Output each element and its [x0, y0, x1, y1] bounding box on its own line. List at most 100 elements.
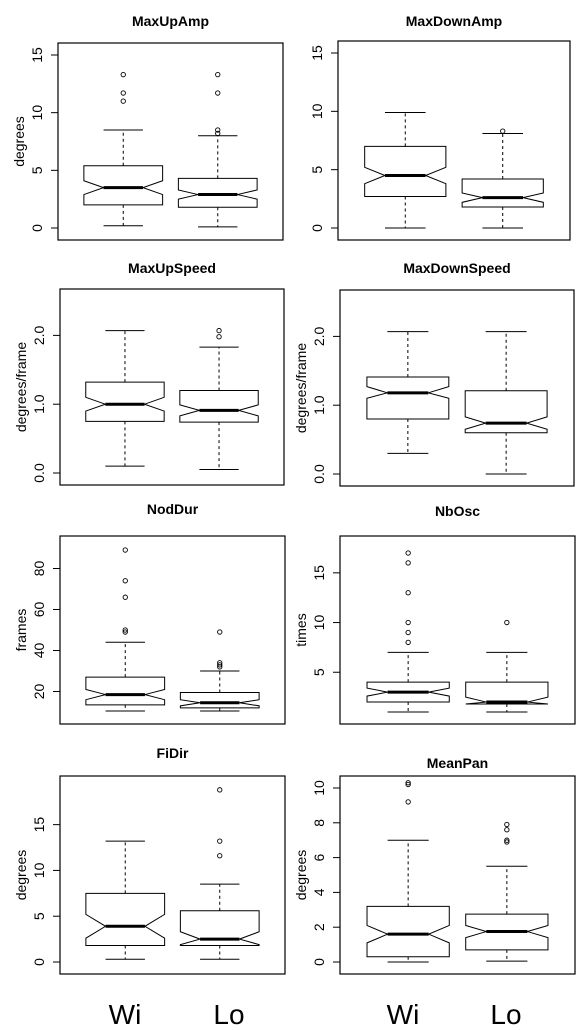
y-tick-label: 5: [311, 668, 327, 676]
panel-maxdownamp: MaxDownAmp 0 5 10 15: [309, 13, 571, 241]
y-tick-label: 0: [31, 958, 47, 966]
panel-title: MaxUpSpeed: [128, 260, 216, 276]
y-tick-label: 0: [29, 224, 45, 232]
notched-box: [366, 376, 450, 420]
panel-title: MeanPan: [427, 755, 488, 771]
box-lo: [464, 331, 548, 475]
notched-box: [179, 389, 259, 423]
y-tick-label: 6: [311, 853, 327, 861]
y-tick-label: 10: [31, 862, 47, 878]
y-axis-label: degrees: [11, 116, 27, 167]
y-tick-label: 0.0: [311, 464, 327, 484]
plot-frame: [59, 775, 286, 975]
outlier-point: [217, 838, 223, 844]
y-tick-label: 1.0: [311, 395, 327, 415]
y-tick-label: 8: [311, 819, 327, 827]
y-tick-label: 15: [29, 47, 45, 63]
y-axis-label: frames: [13, 609, 29, 652]
y-tick-label: 2.0: [311, 326, 327, 346]
y-tick-label: 5: [31, 912, 47, 920]
panel-title: MaxUpAmp: [132, 13, 209, 29]
panel-title: MaxDownSpeed: [403, 260, 510, 276]
outlier-point: [122, 547, 128, 553]
outlier-point: [215, 130, 221, 137]
outlier-point: [216, 334, 222, 340]
notched-box: [465, 681, 549, 705]
group-label-lo: Lo: [490, 999, 521, 1030]
y-tick-label: 5: [309, 166, 325, 174]
outlier-point: [500, 128, 506, 134]
y-axis-label: degrees: [293, 850, 309, 901]
box-lo: [179, 787, 260, 960]
y-tick-label: 2: [311, 923, 327, 931]
y-axis-label: times: [293, 613, 309, 646]
y-tick-label: 15: [309, 45, 325, 61]
group-label-wi: Wi: [387, 999, 420, 1030]
y-tick-label: 0: [309, 224, 325, 232]
plot-frame: [59, 288, 285, 486]
outlier-point: [122, 629, 128, 635]
notched-box: [85, 676, 166, 706]
outlier-point: [217, 853, 223, 859]
y-tick-label: 10: [309, 103, 325, 119]
box-lo: [179, 629, 260, 712]
outlier-point: [122, 578, 128, 584]
box-wi: [85, 330, 165, 467]
box-lo: [461, 128, 544, 229]
y-tick-label: 0.0: [31, 463, 47, 483]
box-wi: [85, 840, 166, 960]
panel-title: FiDir: [157, 745, 189, 761]
y-axis-label: degrees/frame: [13, 342, 29, 432]
notched-box: [179, 692, 260, 709]
outlier-point: [120, 71, 126, 78]
outlier-point: [122, 594, 128, 600]
outlier-point: [405, 550, 411, 556]
notched-box: [85, 381, 165, 422]
panel-title: MaxDownAmp: [406, 13, 502, 29]
outlier-point: [120, 90, 126, 96]
y-tick-label: 60: [31, 602, 47, 618]
panel-maxupamp: MaxUpAmp 0 5 10 15 degrees: [11, 13, 284, 241]
y-tick-label: 15: [311, 565, 327, 581]
panel-title: NodDur: [147, 501, 199, 517]
panel-noddur: NodDur 20 40 60 80 frames: [13, 501, 286, 725]
plot-frame: [339, 289, 575, 487]
outlier-point: [217, 629, 223, 635]
outlier-point: [215, 90, 221, 96]
plot-frame: [337, 40, 571, 241]
outlier-point: [217, 662, 223, 668]
outlier-point: [217, 787, 223, 793]
outlier-point: [405, 590, 411, 596]
notched-box: [177, 177, 258, 208]
y-tick-label: 4: [311, 888, 327, 896]
y-tick-label: 80: [31, 561, 47, 577]
y-axis-label: degrees: [13, 850, 29, 901]
outlier-point: [504, 821, 510, 828]
notched-box: [179, 910, 260, 947]
y-tick-label: 10: [29, 105, 45, 121]
outlier-point: [405, 799, 411, 805]
plot-frame: [339, 775, 576, 975]
outlier-point: [405, 639, 411, 646]
y-tick-label: 0: [311, 958, 327, 966]
panel-fidir: FiDir 0 5 10 15 degrees: [13, 745, 286, 975]
box-wi: [366, 550, 450, 713]
box-lo: [465, 821, 549, 962]
plot-frame: [59, 535, 286, 725]
y-tick-label: 2.0: [31, 325, 47, 345]
outlier-point: [215, 71, 221, 78]
box-wi: [83, 71, 164, 227]
outlier-point: [504, 839, 510, 845]
box-wi: [366, 780, 450, 963]
notched-box: [461, 178, 544, 208]
notched-box: [83, 165, 164, 206]
panel-title: NbOsc: [435, 503, 480, 519]
y-tick-label: 5: [29, 166, 45, 174]
y-tick-label: 40: [31, 643, 47, 659]
notched-box: [364, 145, 447, 197]
y-tick-label: 15: [31, 817, 47, 833]
y-tick-label: 10: [311, 615, 327, 631]
